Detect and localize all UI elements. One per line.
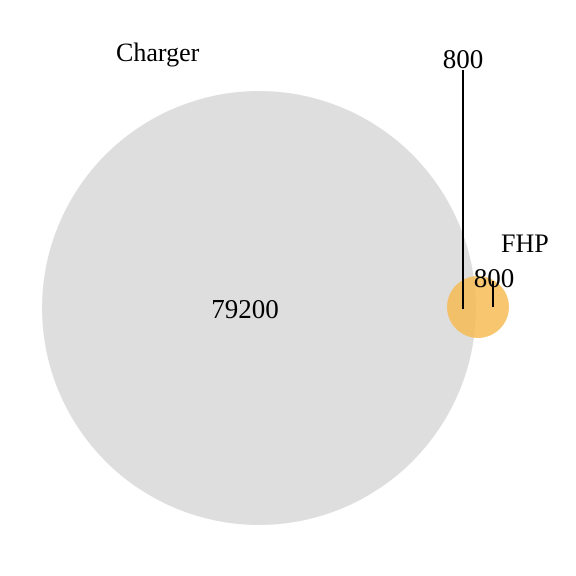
set-circle-charger xyxy=(42,91,476,525)
set-label-fhp: FHP xyxy=(501,229,549,258)
count-intersection: 800 xyxy=(443,44,484,74)
set-label-charger: Charger xyxy=(116,38,200,67)
count-charger-only: 79200 xyxy=(211,294,279,324)
count-fhp-only: 800 xyxy=(474,263,515,293)
